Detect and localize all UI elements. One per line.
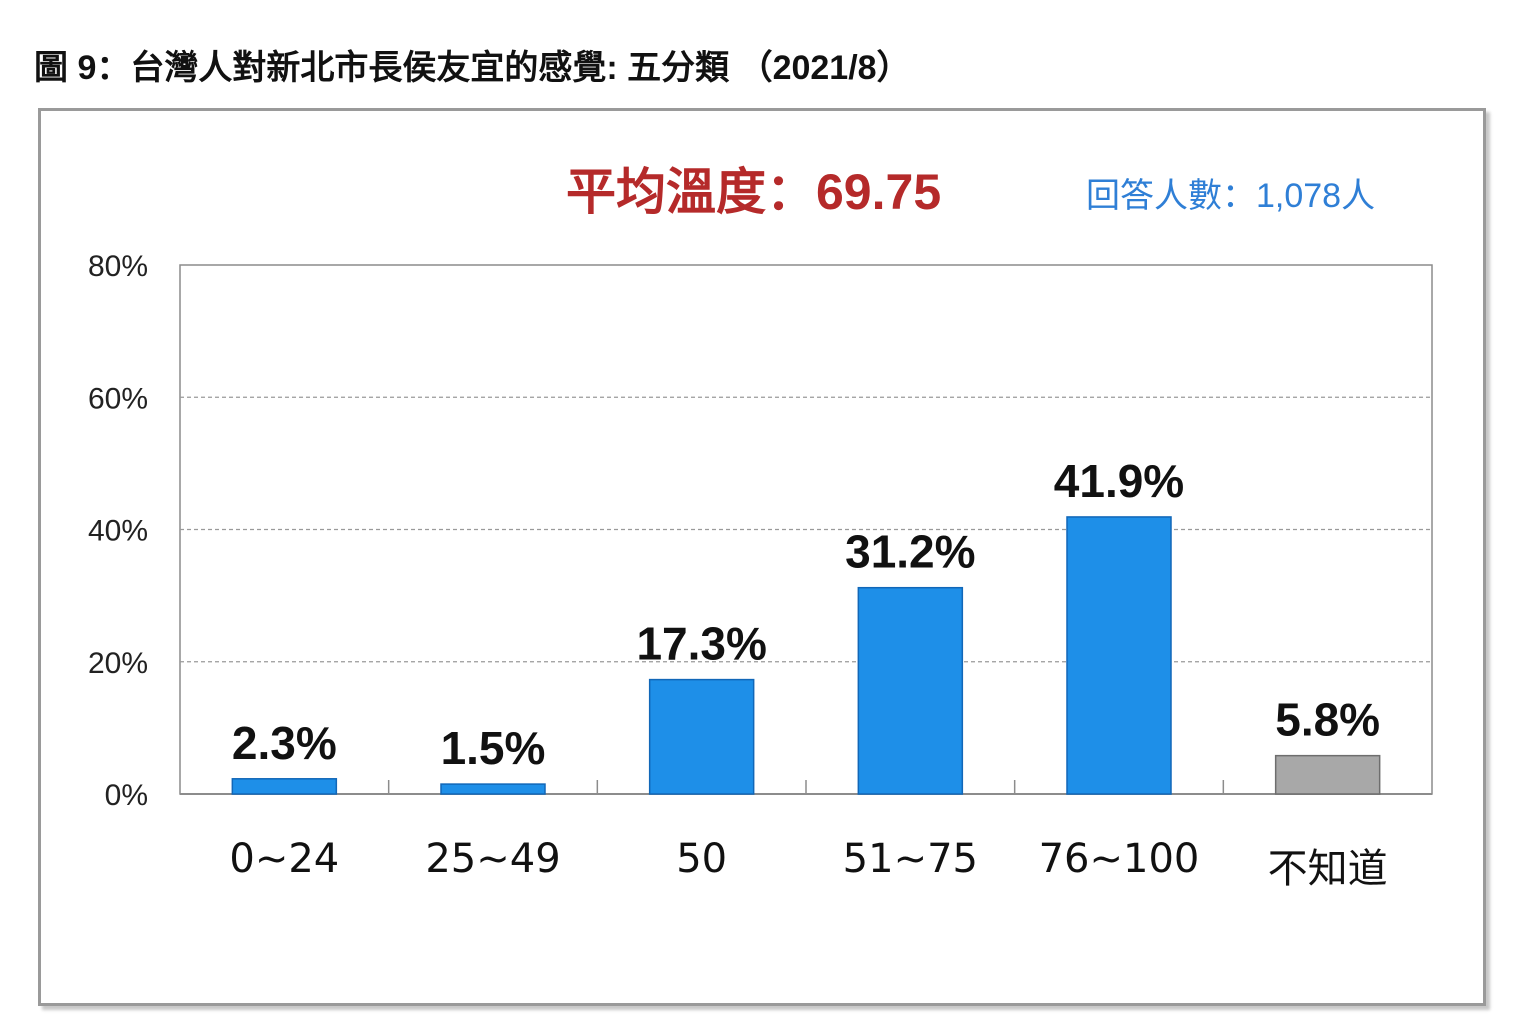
data-label: 5.8%: [1275, 694, 1380, 746]
grid-layer: [179, 264, 1433, 795]
bar: [648, 678, 755, 795]
data-label: 31.2%: [845, 526, 975, 578]
y-tick-label: 80%: [88, 250, 148, 283]
x-tick-label: 0~24: [229, 836, 339, 882]
y-tick-label: 0%: [105, 779, 148, 812]
data-label: 1.5%: [441, 722, 546, 774]
y-tick-label: 40%: [88, 515, 148, 548]
bar: [1066, 516, 1172, 795]
x-tick-label: 51~75: [843, 836, 978, 882]
figure-title: 圖 9：台灣人對新北市長侯友宜的感覺: 五分類 （2021/8）: [34, 49, 911, 87]
bar-layer: [231, 516, 1381, 795]
label-layer: 0% 20% 40% 60% 80% 2.3% 0~24 1.5% 25~49 17.3% 50 31…: [88, 250, 1388, 892]
data-label: 2.3%: [232, 717, 337, 769]
x-tick-label: 不知道: [1268, 846, 1388, 892]
data-label: 41.9%: [1054, 455, 1184, 507]
y-tick-label: 20%: [88, 647, 148, 680]
data-label: 17.3%: [636, 618, 766, 670]
x-tick-label: 25~49: [425, 836, 560, 882]
chart-frame: [38, 108, 1486, 1006]
y-tick-label: 60%: [88, 382, 148, 415]
x-tick-label: 50: [676, 836, 727, 882]
bar: [440, 783, 546, 795]
x-tick-label: 76~100: [1039, 836, 1200, 882]
bar: [857, 586, 964, 795]
respondent-count: 回答人數：1,078人: [1086, 177, 1376, 215]
average-temperature: 平均溫度：69.75: [566, 164, 942, 220]
bar: [1274, 754, 1381, 795]
bar: [231, 778, 338, 795]
